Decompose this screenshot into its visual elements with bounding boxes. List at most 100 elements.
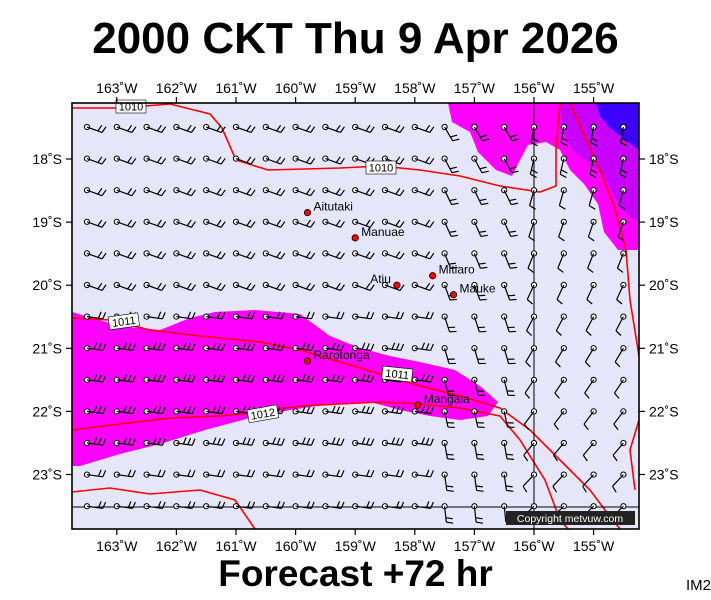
wind-barb — [203, 437, 226, 447]
lat-label: 21˚S — [649, 340, 679, 356]
wind-barb — [411, 155, 435, 165]
wind-barb — [322, 501, 345, 510]
wind-barb — [322, 155, 345, 165]
latitude-labels-right: 18˚S 19˚S 20˚S 21˚S 22˚S 23˚S — [649, 151, 679, 483]
longitude-labels-bottom: 163˚W 162˚W 161˚W 160˚W 159˚W 158˚W 157˚W 156˚W… — [96, 538, 615, 554]
wind-barb — [523, 408, 538, 431]
wind-barb — [411, 218, 435, 228]
wind-barb — [352, 281, 375, 292]
place-marker: Aitutaki — [303, 200, 353, 217]
wind-barb — [143, 218, 167, 228]
wind-barb — [173, 155, 196, 165]
wind-barb — [292, 311, 315, 320]
wind-barb — [262, 311, 285, 320]
wind-barb — [173, 405, 196, 415]
rain-area-northeast-heavy — [596, 103, 639, 150]
wind-barb — [501, 439, 515, 460]
lat-label: 18˚S — [649, 151, 679, 167]
wind-barb — [352, 469, 375, 478]
place-label: Manuae — [361, 225, 405, 239]
copyright-box: Copyright metvuw.com — [506, 511, 635, 525]
wind-barb — [471, 187, 489, 206]
wind-barb — [352, 311, 375, 320]
isobar-1012 — [72, 401, 569, 529]
wind-barb — [173, 311, 196, 320]
wind-barb — [292, 469, 315, 478]
lon-label: 161˚W — [215, 80, 257, 96]
wind-barb — [582, 439, 597, 462]
wind-barb — [83, 342, 107, 352]
wind-barb — [262, 123, 286, 134]
wind-barb — [585, 313, 597, 336]
wind-barb — [411, 281, 435, 292]
wind-barb — [589, 155, 598, 179]
wind-barb — [584, 376, 597, 399]
wind-barb — [560, 123, 569, 147]
wind-barb — [411, 501, 434, 510]
place-marker: Rarotonga — [303, 348, 370, 365]
wind-barb — [232, 155, 256, 165]
place-label: Atiu — [370, 272, 391, 286]
wind-barb — [232, 469, 256, 478]
lon-label: 158˚W — [394, 80, 436, 96]
wind-barb — [524, 376, 538, 399]
wind-barb — [587, 218, 597, 242]
wind-barb — [83, 405, 107, 415]
wind-barb — [143, 187, 167, 197]
wind-barb — [143, 405, 166, 415]
lon-label: 156˚W — [513, 80, 555, 96]
wind-barb — [522, 471, 538, 493]
wind-barb — [143, 123, 167, 134]
wind-barb — [262, 469, 285, 478]
wind-barb — [501, 250, 518, 269]
wind-barb — [441, 503, 454, 524]
wind-barb — [441, 439, 455, 460]
wind-barb — [559, 155, 568, 179]
wind-barb — [411, 469, 434, 478]
wind-barb — [83, 281, 107, 292]
lat-label: 23˚S — [649, 467, 679, 483]
wind-barb — [232, 311, 256, 320]
wind-barb — [292, 342, 315, 352]
svg-text:1011: 1011 — [111, 315, 136, 330]
lon-label: 159˚W — [335, 538, 377, 554]
wind-barb — [262, 155, 286, 165]
wind-barb — [381, 311, 405, 320]
wind-barb — [203, 405, 226, 415]
wind-barb — [555, 345, 567, 368]
svg-text:1010: 1010 — [369, 163, 393, 175]
place-label: Rarotonga — [314, 348, 370, 362]
wind-barb — [501, 123, 520, 142]
wind-barb — [173, 437, 196, 447]
wind-barb — [262, 437, 285, 447]
place-label: Aitutaki — [314, 200, 353, 214]
wind-barb — [352, 218, 375, 228]
wind-barb — [203, 374, 226, 383]
wind-barb — [615, 313, 627, 336]
wind-barb — [616, 250, 627, 273]
wind-barb — [113, 155, 137, 165]
place-marker: Mitiaro — [429, 263, 475, 280]
wind-barb — [587, 250, 597, 273]
wind-barb — [143, 311, 166, 320]
lon-label: 155˚W — [573, 538, 615, 554]
wind-barb — [586, 281, 597, 305]
wind-barb — [262, 342, 285, 352]
wind-barb — [262, 187, 286, 197]
wind-barb — [582, 471, 597, 493]
wind-barb — [501, 376, 516, 397]
lon-label: 158˚W — [394, 538, 436, 554]
wind-barb — [292, 218, 316, 228]
wind-barb — [173, 342, 196, 352]
wind-barb — [501, 313, 517, 333]
wind-barb — [411, 342, 434, 352]
wind-barb — [441, 250, 458, 269]
isobar-label: 1011 — [381, 365, 414, 383]
wind-barb — [83, 123, 107, 134]
place-label: Mauke — [460, 282, 496, 296]
place-marker: Mangaia — [414, 392, 470, 409]
wind-barb — [618, 187, 627, 210]
place-label: Mitiaro — [439, 263, 475, 277]
wind-barb — [173, 218, 196, 228]
wind-barb — [381, 123, 405, 134]
